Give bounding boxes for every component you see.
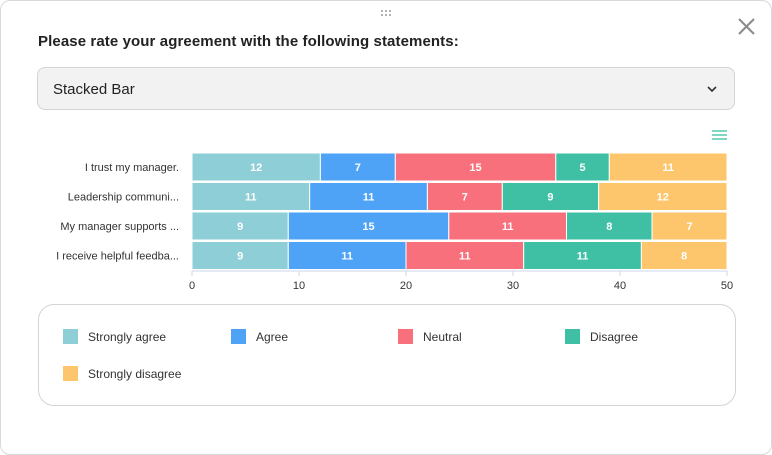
close-button[interactable] xyxy=(735,15,759,39)
data-label: 11 xyxy=(459,251,471,263)
data-label: 5 xyxy=(579,162,585,174)
x-tick-label: 0 xyxy=(189,280,195,292)
bar-segment[interactable] xyxy=(405,241,525,270)
x-tick-label: 40 xyxy=(614,280,626,292)
category-label: I trust my manager. xyxy=(85,162,179,174)
data-label: 11 xyxy=(245,192,257,204)
data-label: 11 xyxy=(662,162,674,174)
legend-label: Strongly agree xyxy=(88,330,167,344)
legend-swatch xyxy=(231,329,246,344)
data-label: 9 xyxy=(237,221,243,233)
bar-segment[interactable] xyxy=(640,241,728,270)
x-tick-label: 20 xyxy=(400,280,412,292)
bar-segment[interactable] xyxy=(426,182,503,211)
bar-segment[interactable] xyxy=(566,211,653,241)
data-label: 11 xyxy=(363,192,375,204)
data-label: 12 xyxy=(657,192,669,204)
bar-segment[interactable] xyxy=(501,182,600,211)
x-tick-label: 10 xyxy=(293,280,305,292)
bar-segment[interactable] xyxy=(319,152,396,182)
legend-swatch xyxy=(63,329,78,344)
chart-type-select[interactable]: Stacked Bar xyxy=(37,67,735,110)
chevron-down-icon xyxy=(707,86,717,93)
bar-segment[interactable] xyxy=(191,211,289,241)
data-label: 11 xyxy=(341,251,353,263)
x-tick-label: 50 xyxy=(721,280,733,292)
bar-segment[interactable] xyxy=(598,182,728,211)
data-label: 7 xyxy=(355,162,361,174)
bar-segment[interactable] xyxy=(555,152,610,182)
bar-segment[interactable] xyxy=(448,211,567,241)
legend-swatch xyxy=(63,366,78,381)
bar-segment[interactable] xyxy=(394,152,557,182)
drag-handle-icon[interactable] xyxy=(381,10,393,18)
data-label: 7 xyxy=(462,192,468,204)
bar-segment[interactable] xyxy=(191,182,311,211)
data-label: 12 xyxy=(250,162,262,174)
category-label: I receive helpful feedba... xyxy=(56,251,179,263)
chart-type-value: Stacked Bar xyxy=(53,81,135,98)
legend-label: Disagree xyxy=(590,330,639,344)
bar-segment[interactable] xyxy=(287,211,450,241)
legend-label: Agree xyxy=(256,330,289,344)
data-label: 9 xyxy=(547,192,553,204)
legend-swatch xyxy=(565,329,580,344)
question-title: Please rate your agreement with the foll… xyxy=(38,33,459,50)
x-tick-label: 30 xyxy=(507,280,519,292)
bar-segment[interactable] xyxy=(191,152,321,182)
hamburger-menu-icon[interactable] xyxy=(712,130,728,142)
bar-segment[interactable] xyxy=(191,241,289,270)
close-icon xyxy=(738,18,755,35)
data-label: 11 xyxy=(502,221,514,233)
data-label: 11 xyxy=(577,251,589,263)
category-label: Leadership communi... xyxy=(68,192,179,204)
stacked-bar-chart: I trust my manager. 12 7 15 5 11 Leadership co… xyxy=(56,152,733,292)
data-label: 8 xyxy=(606,221,612,233)
legend-label: Strongly disagree xyxy=(88,367,182,381)
data-label: 9 xyxy=(237,251,243,263)
bar-segment[interactable] xyxy=(608,152,728,182)
data-label: 7 xyxy=(686,221,692,233)
bar-segment[interactable] xyxy=(287,241,407,270)
chart-legend: Strongly agree Agree Neutral Disagree Strong… xyxy=(38,304,736,406)
category-label: My manager supports ... xyxy=(60,221,179,233)
bar-segment[interactable] xyxy=(523,241,642,270)
data-label: 15 xyxy=(469,162,481,174)
legend-label: Neutral xyxy=(423,330,462,344)
data-label: 8 xyxy=(681,251,687,263)
bar-segment[interactable] xyxy=(651,211,728,241)
data-label: 15 xyxy=(362,221,374,233)
legend-swatch xyxy=(398,329,413,344)
